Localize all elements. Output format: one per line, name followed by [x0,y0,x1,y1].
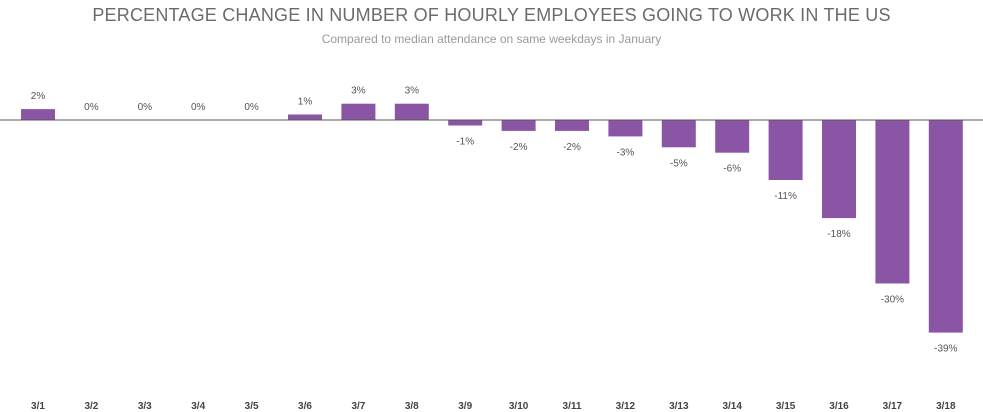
x-tick-3-12: 3/12 [616,401,636,412]
data-label-3-12: -3% [617,147,635,158]
x-tick-3-3: 3/3 [138,401,152,412]
bar-3-14 [715,120,750,153]
bar-3-8 [394,103,429,121]
data-label-3-7: 3% [351,86,366,97]
bar-3-9 [448,120,483,126]
x-tick-3-4: 3/4 [191,401,205,412]
x-tick-3-5: 3/5 [245,401,259,412]
data-labels-group: 2% 0% 0% 0% 0% 1% 3% 3% -1% -2% -2% -3% -5% -6% -11% -1… [31,86,958,355]
bars-group [21,103,963,333]
chart-title: PERCENTAGE CHANGE IN NUMBER OF HOURLY EM… [92,5,891,25]
data-label-3-9: -1% [456,136,474,147]
bar-3-17 [875,120,910,284]
bar-3-10 [501,120,536,131]
data-label-3-15: -11% [774,191,797,202]
x-tick-3-13: 3/13 [669,401,689,412]
data-label-3-4: 0% [191,102,206,113]
x-tick-3-1: 3/1 [31,401,45,412]
bar-3-1 [21,109,55,120]
x-axis-tick-labels: 3/1 3/2 3/3 3/4 3/5 3/6 3/7 3/8 3/9 3/10 3/11 3/12 3… [31,401,956,412]
bar-3-15 [768,120,803,180]
bar-3-16 [822,120,856,219]
data-label-3-2: 0% [84,102,99,113]
x-tick-3-18: 3/18 [936,401,956,412]
x-tick-3-7: 3/7 [351,401,365,412]
data-label-3-18: -39% [934,344,957,355]
data-label-3-3: 0% [138,102,153,113]
bar-3-7 [341,103,376,121]
data-label-3-6: 1% [298,97,313,108]
data-label-3-14: -6% [723,164,741,175]
chart-subtitle: Compared to median attendance on same we… [321,32,662,46]
data-label-3-17: -30% [881,295,904,306]
data-label-3-11: -2% [563,142,581,153]
x-tick-3-9: 3/9 [458,401,472,412]
x-tick-3-6: 3/6 [298,401,312,412]
data-label-3-16: -18% [827,229,850,240]
x-tick-3-8: 3/8 [405,401,419,412]
data-label-3-8: 3% [405,86,420,97]
data-label-3-5: 0% [244,102,259,113]
data-label-3-13: -5% [670,158,688,169]
x-tick-3-16: 3/16 [829,401,849,412]
x-tick-3-2: 3/2 [84,401,98,412]
bar-3-11 [555,120,589,131]
bar-3-6 [288,114,322,120]
x-tick-3-15: 3/15 [776,401,796,412]
bar-3-18 [928,120,963,333]
x-tick-3-17: 3/17 [883,401,903,412]
bar-3-13 [661,120,696,148]
data-label-3-1: 2% [31,91,46,102]
data-label-3-10: -2% [510,142,528,153]
x-tick-3-11: 3/11 [563,401,582,412]
x-tick-3-14: 3/14 [722,401,742,412]
bar-3-12 [608,120,643,137]
x-tick-3-10: 3/10 [509,401,529,412]
